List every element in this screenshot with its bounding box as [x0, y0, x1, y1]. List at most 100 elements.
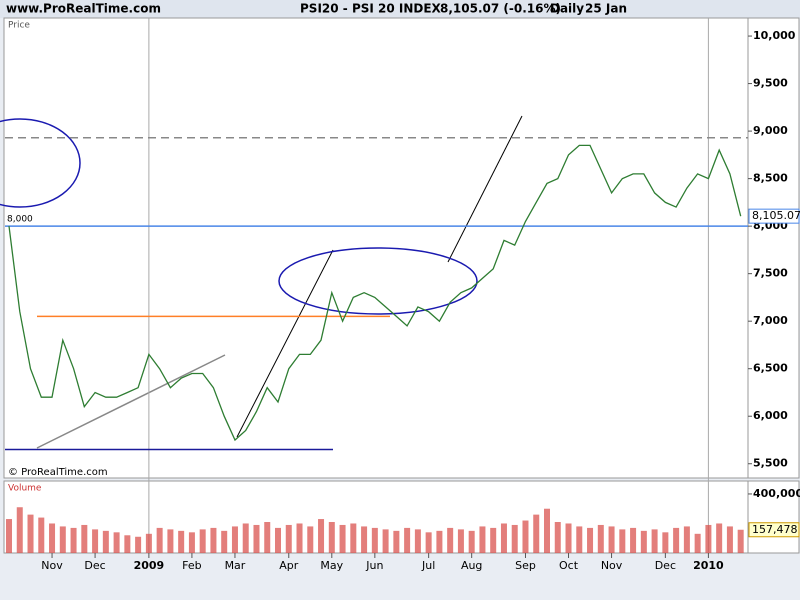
- period: Daily: [550, 2, 584, 16]
- x-tick-label: 2010: [693, 559, 724, 572]
- volume-bar: [425, 532, 432, 553]
- volume-bar: [382, 529, 389, 553]
- panel-label: Volume: [8, 484, 42, 494]
- volume-bar: [705, 524, 712, 553]
- volume-bar: [49, 523, 56, 553]
- x-tick-label: Feb: [182, 559, 201, 572]
- x-tick-label: Nov: [41, 559, 63, 572]
- date: 25 Jan: [585, 2, 627, 16]
- x-tick-label: Sep: [515, 559, 536, 572]
- volume-bar: [350, 523, 357, 553]
- volume-bar: [38, 517, 45, 553]
- volume-bar: [587, 527, 594, 553]
- trend-line: [447, 115, 523, 263]
- volume-bar: [361, 526, 368, 553]
- x-tick-label: Mar: [225, 559, 246, 572]
- last-value-box: [748, 522, 800, 538]
- volume-bar: [113, 532, 120, 553]
- volume-bar: [597, 524, 604, 553]
- trend-line: [236, 249, 334, 438]
- volume-bar: [716, 523, 723, 553]
- volume-bar: [16, 507, 23, 553]
- volume-bar: [92, 529, 99, 553]
- volume-bar: [544, 508, 550, 553]
- volume-bar: [608, 526, 615, 553]
- volume-bar: [59, 526, 66, 553]
- instrument: PSI20 - PSI 20 INDEX: [300, 2, 442, 16]
- volume-bar: [490, 527, 497, 553]
- volume-bar: [264, 522, 271, 553]
- volume-bar: [296, 523, 303, 553]
- volume-bar: [318, 519, 325, 553]
- volume-bar: [6, 519, 12, 553]
- volume-bar: [242, 523, 249, 553]
- volume-bar: [393, 530, 400, 553]
- volume-bar: [188, 532, 195, 553]
- y-tick-label: 7,500: [753, 267, 788, 280]
- ellipse: [0, 118, 81, 208]
- volume-bar: [522, 520, 529, 553]
- x-tick-label: Oct: [559, 559, 579, 572]
- volume-bar: [511, 524, 518, 553]
- price-axis-panel: [747, 17, 800, 479]
- y-tick-label: 7,000: [753, 314, 788, 327]
- x-tick-label: Apr: [279, 559, 299, 572]
- volume-bar: [683, 526, 690, 553]
- volume-bar: [479, 526, 486, 553]
- volume-bar: [619, 529, 626, 553]
- x-tick-label: Nov: [601, 559, 623, 572]
- y-tick-label: 400,000: [753, 487, 800, 500]
- panel-label: Price: [8, 21, 30, 31]
- volume-bar: [436, 530, 443, 553]
- volume-bar: [662, 532, 669, 553]
- x-tick-label: Aug: [461, 559, 482, 572]
- volume-bar: [651, 529, 658, 553]
- volume-bar: [371, 527, 378, 553]
- ellipse: [278, 247, 478, 315]
- last-value-label: 8,105.07: [752, 209, 800, 222]
- volume-bar: [694, 533, 701, 553]
- volume-bar: [285, 524, 292, 553]
- y-tick-label: 8,500: [753, 172, 788, 185]
- volume-bar: [554, 522, 561, 553]
- volume-bar: [135, 536, 142, 553]
- copyright: © ProRealTime.com: [8, 467, 108, 478]
- volume-bar: [565, 523, 572, 553]
- volume-bar: [630, 527, 637, 553]
- trend-line: [36, 354, 226, 449]
- volume-bar: [199, 529, 206, 553]
- y-tick-label: 6,500: [753, 362, 788, 375]
- x-tick-label: 2009: [134, 559, 165, 572]
- last-value-label: 157,478: [752, 523, 798, 536]
- volume-axis-panel: [747, 480, 800, 554]
- x-tick-label: May: [320, 559, 343, 572]
- volume-bar: [210, 527, 217, 553]
- x-tick-label: Dec: [84, 559, 105, 572]
- level-label: 8,000: [7, 215, 33, 225]
- volume-bar: [576, 526, 583, 553]
- volume-bar: [124, 535, 131, 553]
- price-line: [8, 144, 742, 442]
- volume-bar: [404, 527, 411, 553]
- quote: 8,105.07 (-0.16%): [440, 2, 561, 16]
- annotations: [0, 115, 523, 449]
- volume-bar: [70, 527, 77, 553]
- volume-bar: [178, 530, 185, 553]
- y-tick-label: 9,000: [753, 124, 788, 137]
- volume-bar: [167, 529, 174, 553]
- volume-bar: [339, 524, 346, 553]
- y-tick-label: 10,000: [753, 29, 796, 42]
- volume-bar: [145, 533, 152, 553]
- volume-bar: [328, 522, 335, 553]
- top-bar: [0, 0, 800, 18]
- volume-bar: [726, 526, 733, 553]
- site-title: www.ProRealTime.com: [6, 2, 161, 16]
- y-tick-label: 5,500: [753, 457, 788, 470]
- volume-bar: [102, 530, 109, 553]
- volume-bar: [307, 526, 314, 553]
- x-tick-label: Jun: [365, 559, 383, 572]
- volume-bar: [156, 527, 163, 553]
- volume-bar: [414, 529, 421, 553]
- volume-bar: [253, 524, 260, 553]
